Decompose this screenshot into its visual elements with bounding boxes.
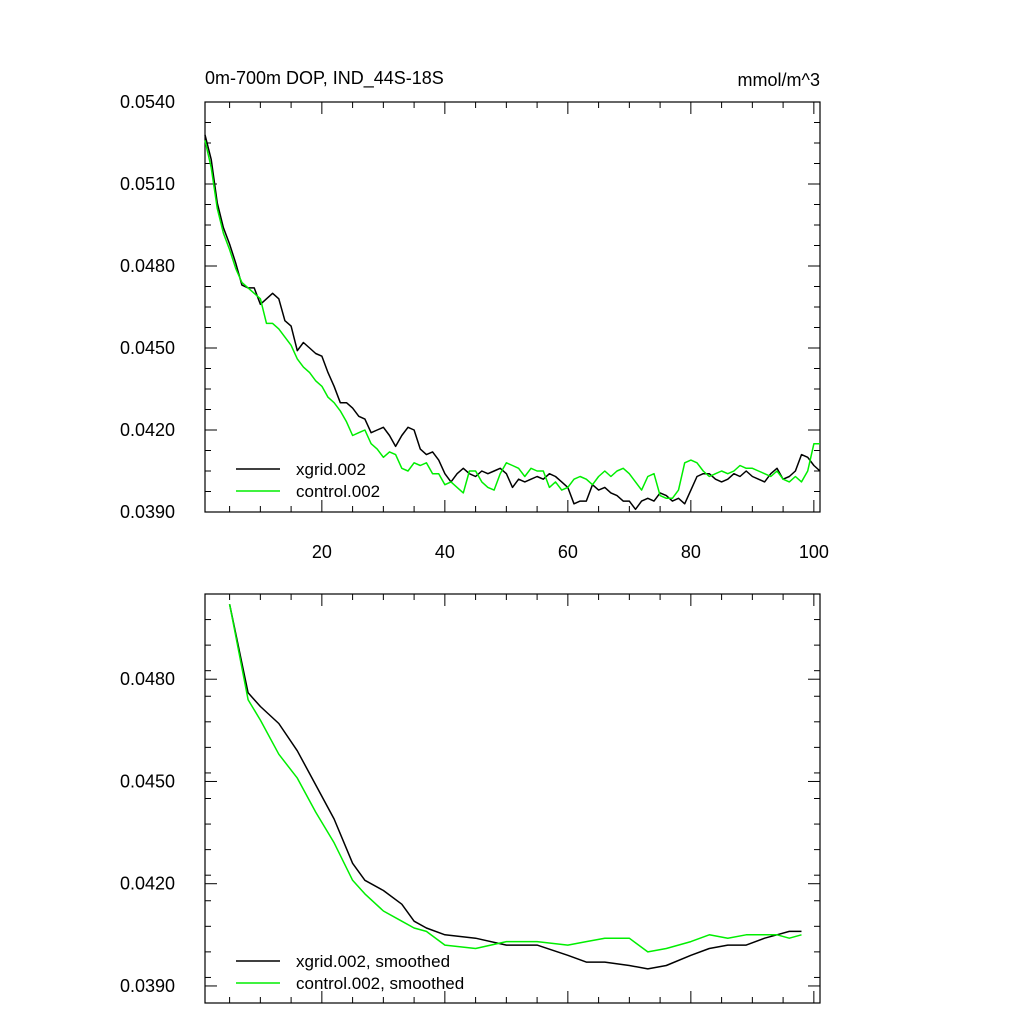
series-line-control [204,140,820,500]
series-line-xgrid [204,134,821,511]
y-tick-label: 0.0450 [120,338,175,358]
y-tick-label: 0.0420 [120,874,175,894]
y-tick-label: 0.0510 [120,174,175,194]
legend-bottom: xgrid.002, smoothed control.002, smoothe… [236,952,464,993]
plot-frame [204,101,821,513]
chart-title: 0m-700m DOP, IND_44S-18S [205,68,444,89]
x-tick-label: 100 [799,542,829,562]
y-tick-label: 0.0480 [120,669,175,689]
panel-bottom: 0.0390 0.0420 0.0450 0.0480 xgrid.002, smoo… [120,593,821,1004]
y-tick-label: 0.0480 [120,256,175,276]
legend-label-control: control.002 [296,482,380,501]
axes-top: 0.0390 0.0420 0.0450 0.0480 0.0510 0.0540 20 40… [120,92,829,562]
y-tick-label: 0.0420 [120,420,175,440]
axes-bottom: 0.0390 0.0420 0.0450 0.0480 [120,593,821,1004]
x-tick-label: 40 [435,542,455,562]
y-tick-label: 0.0390 [120,502,175,522]
x-tick-label: 60 [558,542,578,562]
y-tick-label: 0.0540 [120,92,175,112]
legend-label-xgrid-smoothed: xgrid.002, smoothed [296,952,450,971]
series-lines-top [204,134,821,511]
chart-units: mmol/m^3 [738,70,820,90]
y-tick-label: 0.0450 [120,771,175,791]
series-line-xgrid [228,604,802,970]
legend-label-control-smoothed: control.002, smoothed [296,974,464,993]
y-tick-label: 0.0390 [120,976,175,996]
panel-top: 0m-700m DOP, IND_44S-18S mmol/m^3 0.0390… [120,68,829,562]
x-tick-label: 20 [312,542,332,562]
legend-top: xgrid.002 control.002 [236,460,380,501]
legend-label-xgrid: xgrid.002 [296,460,366,479]
series-line-control [228,604,802,953]
x-tick-label: 80 [681,542,701,562]
series-lines-bottom [228,604,802,970]
